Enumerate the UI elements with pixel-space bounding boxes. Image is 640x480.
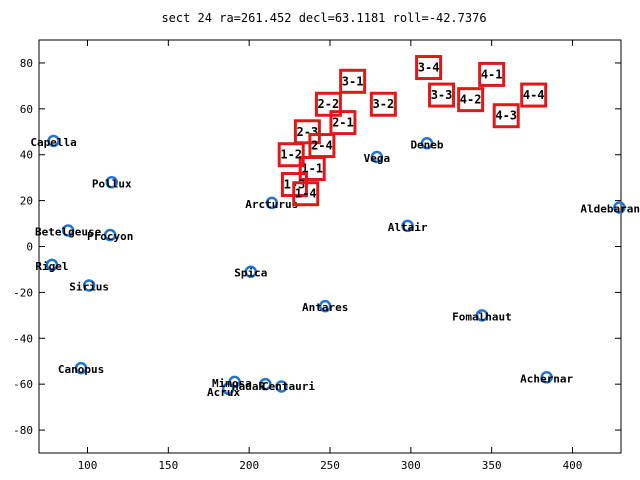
star-label: Aldebaran [580,202,640,215]
crowded-star-labels: Mimosa Acrux HadaR Centauri [207,377,315,399]
y-tick-label: 60 [20,103,33,116]
star-marker [244,265,258,278]
star-marker [318,299,332,313]
star-label: Pollux [92,177,132,190]
star-label: Procyon [87,230,133,243]
sector-box [329,110,357,136]
sector-box-label: 3-2 [373,97,395,111]
x-tick-label: 350 [482,459,502,472]
y-tick-label: 20 [20,195,33,208]
star-marker [370,150,384,164]
star-marker [420,137,434,150]
sector-box-label: 2-2 [318,97,340,111]
y-tick-label: -20 [13,286,33,299]
star-label: Sirius [69,281,109,294]
star-marker [228,375,241,389]
crowded-label-right: Centauri [262,380,315,393]
sector-box [415,55,443,81]
star-marker [275,380,288,393]
star-marker [47,134,60,148]
x-tick-label: 400 [563,459,583,472]
star-marker [401,219,414,233]
sector-box-label: 2-4 [311,139,333,153]
sector-box [520,82,548,108]
sector-boxes: 1-11-21-31-42-12-22-32-43-13-23-33-4 4-14… [277,55,548,207]
sector-box-label: 4-2 [460,93,482,107]
sector-box-label: 3-4 [418,61,440,75]
star-marker [221,382,235,396]
y-tick-label: 80 [20,57,33,70]
star-marker [259,377,272,391]
y-tick-label: 0 [26,241,33,254]
crowded-label-bottom-left: Acrux [207,386,240,399]
sector-box-label: 4-3 [495,109,517,123]
star-marker [82,279,96,292]
star-label: Antares [302,301,348,314]
sector-box [277,142,305,168]
sector-box [369,91,397,117]
sector-box [314,91,342,117]
star-marker [475,309,489,322]
x-tick-label: 250 [320,459,340,472]
sector-box [293,119,321,145]
star-label: Arcturus [245,198,298,211]
chart-title: sect 24 ra=261.452 decl=63.1181 roll=-42… [161,11,486,25]
star-label: Betelgeuse [35,225,102,238]
star-marker [540,371,553,384]
sector-box-label: 1-4 [295,187,317,201]
sector-box [457,87,485,113]
star-marker [613,201,626,214]
x-tick-label: 150 [158,459,178,472]
sector-box-label: 2-1 [332,116,354,130]
sector-box [478,61,506,87]
star-marker [103,228,117,242]
sector-box [492,103,520,129]
star-label: Canopus [58,363,104,376]
star-label: Rigel [35,260,68,273]
sector-box-label: 4-1 [481,67,503,81]
crowded-label-center: HadaR [232,380,265,393]
sector-box [308,133,336,159]
sector-box-label: 3-1 [342,74,364,88]
star-label: Fomalhaut [452,310,512,323]
star-label: Vega [364,152,391,165]
star-marker [74,361,88,375]
star-marker [45,258,59,272]
star-label: Altair [388,221,428,234]
star-label: Achernar [520,372,573,385]
sector-box [339,68,367,94]
y-tick-label: -60 [13,378,33,391]
axis-ticks: 100 150 200 250 300 350 400 -80 -60 -40 -20 0 20 40 60… [13,40,621,472]
y-tick-label: -40 [13,332,33,345]
crowded-label-left: Mimosa [212,377,252,390]
y-tick-label: -80 [13,424,33,437]
star-label: Capella [30,136,76,149]
sector-box-label: 1-1 [301,161,323,175]
star-label: Spica [234,267,267,280]
x-tick-label: 300 [401,459,421,472]
sector-box [428,82,456,108]
star-marker [265,196,279,210]
x-tick-label: 100 [78,459,98,472]
y-tick-label: 40 [20,149,33,162]
sector-box-label: 4-4 [523,88,545,102]
star-marker [61,224,75,237]
star-label: Deneb [410,138,443,151]
sector-box-label: 3-3 [431,88,453,102]
sector-box-label: 2-3 [297,125,319,139]
x-tick-label: 200 [239,459,259,472]
sector-box [292,181,320,207]
sector-box-label: 1-2 [280,148,302,162]
star-marker [105,176,118,189]
